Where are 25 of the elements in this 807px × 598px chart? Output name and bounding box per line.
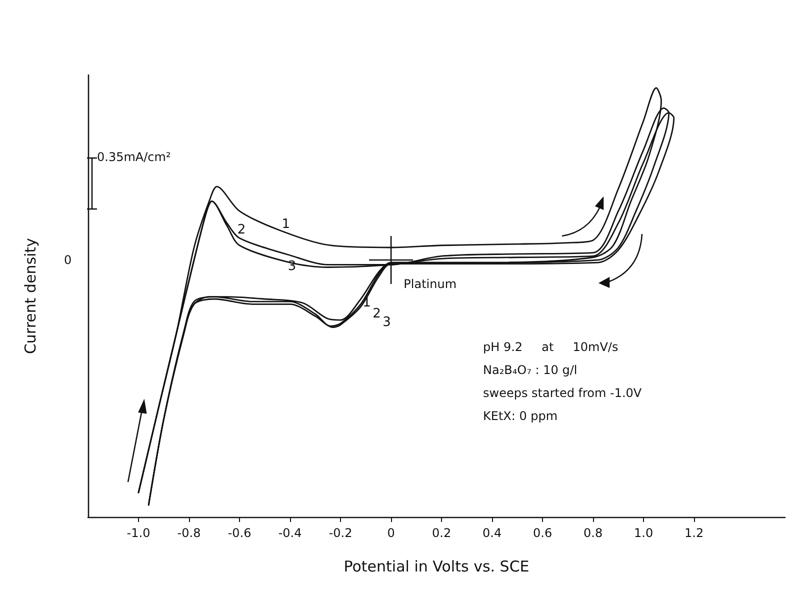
annotation: 0.35mA/cm²	[97, 150, 171, 164]
y-axis-title: Current density	[22, 238, 40, 354]
annotation: Platinum	[404, 277, 457, 291]
x-tick-label: -0.4	[278, 526, 302, 540]
x-tick-label: 1.2	[684, 526, 704, 540]
x-tick-label: 1.0	[634, 526, 654, 540]
x-tick-label: 0.4	[482, 526, 502, 540]
x-tick-label: 0.6	[533, 526, 552, 540]
x-tick-label: -0.2	[328, 526, 352, 540]
x-axis-title: Potential in Volts vs. SCE	[344, 558, 530, 576]
x-tick-label: 0.2	[432, 526, 452, 540]
annotation: KEtX: 0 ppm	[483, 409, 558, 423]
x-tick-label: 0	[387, 526, 395, 540]
text: 1	[282, 216, 290, 232]
series-label: 2	[237, 222, 246, 238]
x-tick-label: -0.8	[177, 526, 201, 540]
text: 2	[372, 306, 381, 322]
annotation: sweeps started from -1.0V	[483, 386, 642, 400]
x-tick-label: 0.8	[584, 526, 603, 540]
x-tick-label: -1.0	[126, 526, 150, 540]
x-tick-label: -0.6	[228, 526, 252, 540]
annotation: Na₂B₄O₇ : 10 g/l	[483, 363, 578, 377]
annotation: pH 9.2 at 10mV/s	[483, 340, 618, 354]
text: 0	[64, 253, 72, 267]
text: 3	[382, 315, 391, 330]
